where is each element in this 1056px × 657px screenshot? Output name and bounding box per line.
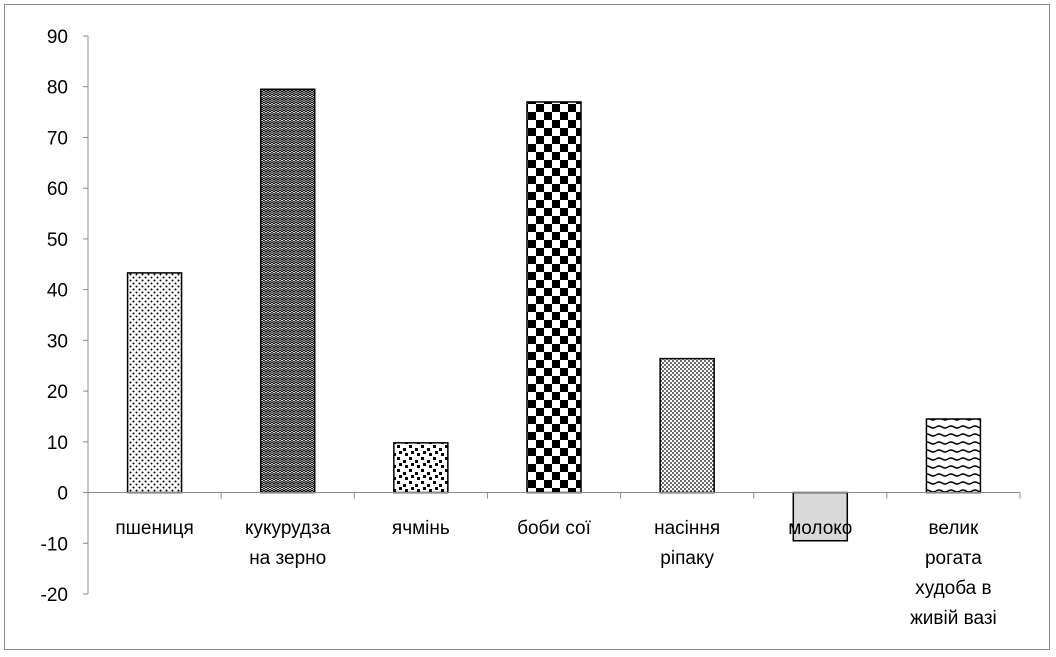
y-tick-label: -10: [41, 534, 68, 555]
y-tick-label: 40: [47, 281, 68, 302]
category-label-line: насіння: [654, 518, 720, 539]
y-tick-label: 90: [47, 27, 68, 48]
category-labels: пшениця кукурудза на зерно ячмінь боби сої на…: [115, 518, 996, 629]
bars: [126, 88, 982, 542]
category-label-line: пшениця: [115, 518, 193, 539]
bar: [792, 491, 849, 542]
category-label-line: живій вазі: [910, 608, 997, 629]
category-label-line: ріпаку: [660, 548, 714, 569]
bar: [659, 357, 715, 494]
x-axis: [87, 492, 1021, 499]
y-tick-label: 80: [47, 78, 68, 99]
bar: [925, 418, 982, 494]
category-label-line: велик: [929, 518, 980, 539]
category-label-line: рогата: [925, 548, 982, 569]
y-axis: -20 -10 0 10 20 30 40 50 60 70 80 90: [41, 27, 89, 606]
category-label: молоко: [788, 518, 852, 539]
category-label: насіння ріпаку: [654, 518, 720, 569]
category-label-line: на зерно: [249, 548, 326, 569]
y-tick-label: 30: [47, 331, 68, 352]
bar: [393, 442, 449, 494]
y-tick-label: 60: [47, 179, 68, 200]
category-label-line: худоба в: [915, 578, 991, 599]
category-label-line: ячмінь: [392, 518, 450, 539]
y-tick-label: -20: [41, 585, 68, 606]
bar: [259, 88, 316, 494]
category-label: кукурудза на зерно: [245, 518, 331, 569]
y-tick-label: 10: [47, 433, 68, 454]
y-tick-label: 20: [47, 382, 68, 403]
y-tick-label: 50: [47, 230, 68, 251]
category-label-line: кукурудза: [245, 518, 331, 539]
bar: [526, 101, 582, 494]
category-label: пшениця: [115, 518, 193, 539]
y-tick-label: 70: [47, 128, 68, 149]
category-label: велик рогата худоба в живій вазі: [910, 518, 997, 629]
y-tick-label: 0: [57, 484, 68, 505]
category-label-line: боби сої: [517, 518, 592, 539]
bar: [126, 272, 183, 494]
category-label-line: молоко: [788, 518, 852, 539]
category-label: ячмінь: [392, 518, 450, 539]
category-label: боби сої: [517, 518, 592, 539]
